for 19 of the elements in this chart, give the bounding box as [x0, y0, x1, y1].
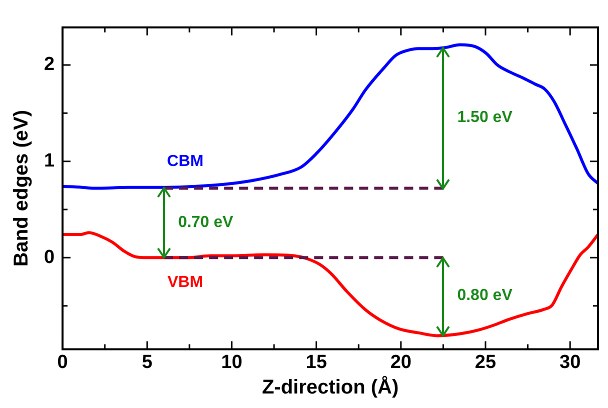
x-tick-label: 0 — [57, 352, 68, 373]
line-series — [62, 43, 598, 190]
x-tick-label: 10 — [221, 352, 242, 373]
line-series — [62, 231, 598, 338]
x-axis-title: Z-direction (Å) — [262, 376, 399, 399]
y-axis-title: Band edges (eV) — [10, 110, 33, 267]
annotation: 1.50 eV — [457, 109, 512, 128]
annotation: 0.70 eV — [178, 214, 234, 232]
x-tick-label: 20 — [390, 352, 412, 373]
x-tick-label: 5 — [142, 352, 153, 373]
y-tick-label: 1 — [44, 150, 55, 172]
series-label: CBM — [167, 153, 204, 172]
x-tick-label: 15 — [306, 352, 328, 373]
x-tick-label: 30 — [560, 352, 581, 373]
y-tick-label: 2 — [44, 54, 55, 76]
y-tick-label: 0 — [44, 246, 55, 268]
annotation: 0.80 eV — [457, 287, 512, 306]
x-tick-label: 25 — [474, 352, 496, 373]
series-label: VBM — [167, 274, 204, 292]
